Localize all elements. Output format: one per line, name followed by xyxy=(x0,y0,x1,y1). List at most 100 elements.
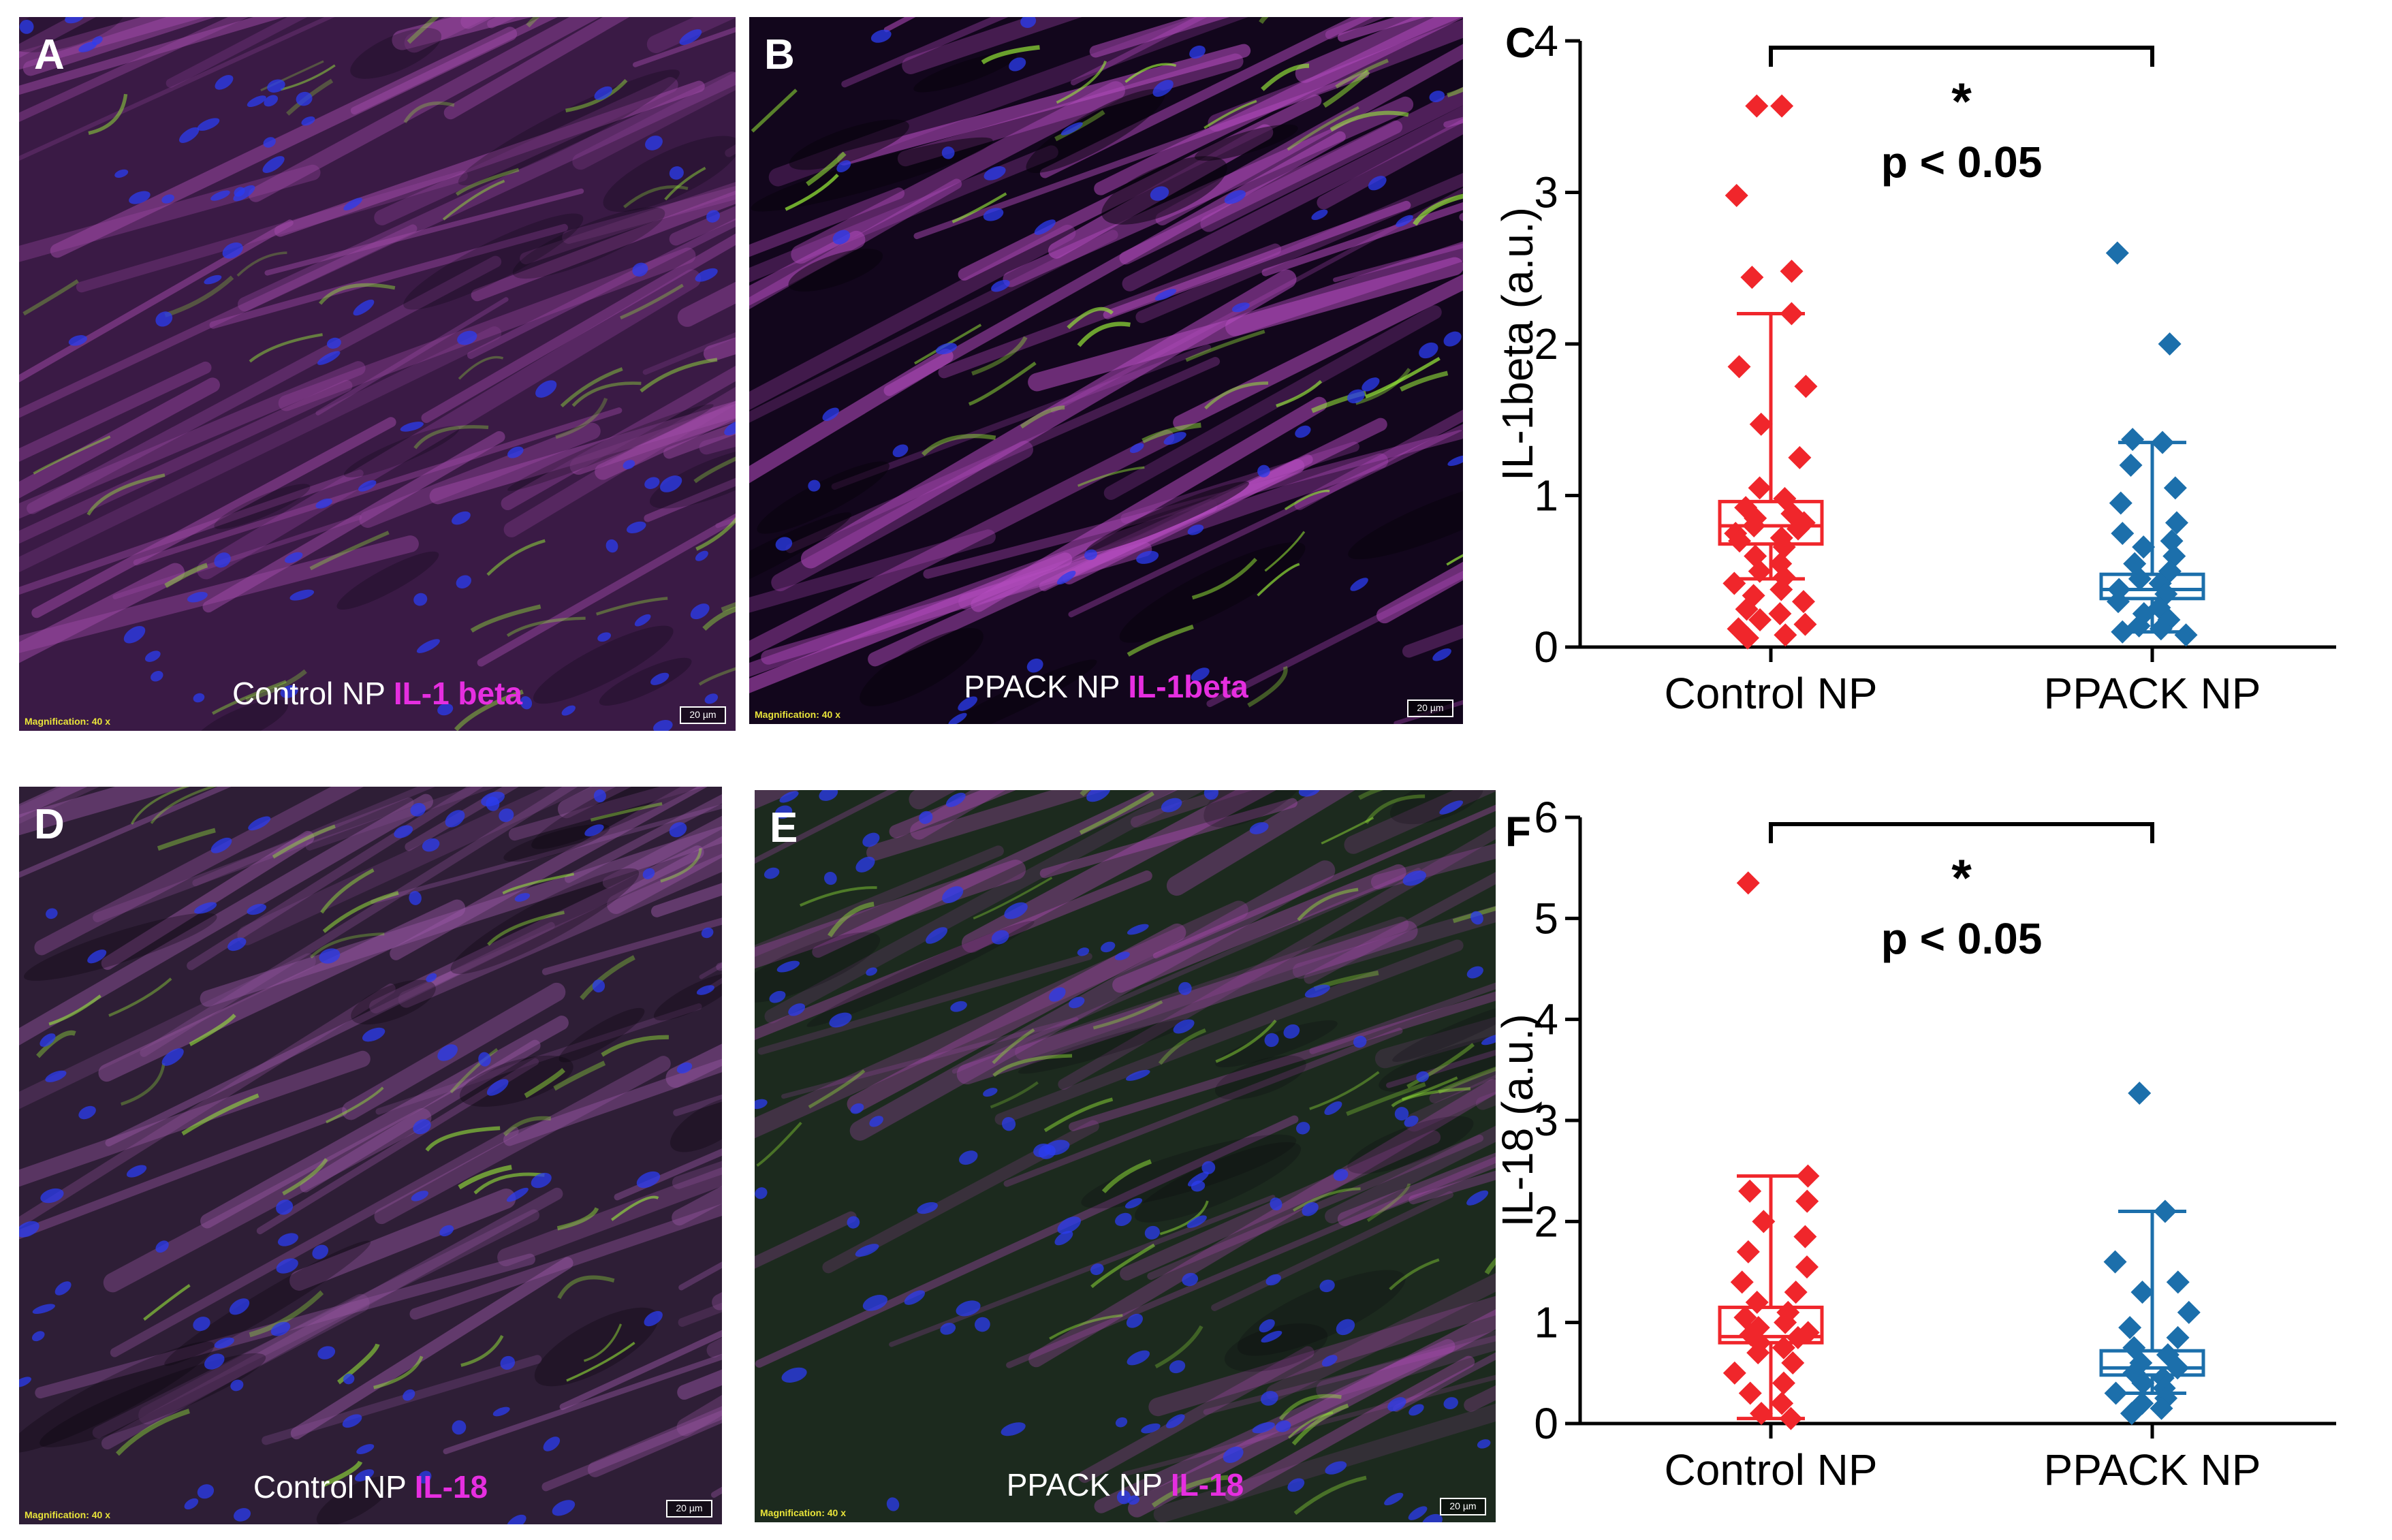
muscle-fiber xyxy=(200,826,722,1007)
green-stain xyxy=(981,45,1040,65)
nucleus xyxy=(1419,342,1438,359)
muscle-fiber xyxy=(278,247,696,411)
data-point xyxy=(1770,1392,1794,1415)
nucleus xyxy=(413,1119,431,1135)
muscle-fiber xyxy=(961,790,1276,953)
muscle-fiber xyxy=(1173,274,1463,430)
nucleus xyxy=(1404,1115,1419,1127)
nucleus xyxy=(775,537,793,551)
dark-gap xyxy=(749,512,852,608)
muscle-fiber xyxy=(1089,17,1230,58)
nucleus xyxy=(1261,1391,1278,1406)
green-stain xyxy=(971,336,1028,376)
green-stain xyxy=(1287,1411,1334,1439)
nucleus xyxy=(1336,1319,1355,1336)
green-stain xyxy=(48,994,101,1026)
muscle-fiber xyxy=(19,326,502,573)
nucleus xyxy=(584,824,604,836)
green-stain xyxy=(503,1116,552,1137)
dark-gap xyxy=(458,69,680,186)
dark-gap xyxy=(1348,477,1463,560)
nucleus xyxy=(1026,658,1043,673)
green-stain xyxy=(1124,63,1177,83)
muscle-fiber xyxy=(477,513,736,667)
muscle-fiber xyxy=(951,868,1421,1074)
dark-gap xyxy=(1224,1323,1328,1372)
green-stain xyxy=(320,868,375,914)
muscle-fiber xyxy=(755,900,1248,1139)
nucleus xyxy=(457,330,477,345)
dark-gap xyxy=(913,52,1017,93)
micrograph-image xyxy=(749,17,1463,724)
nucleus xyxy=(919,811,933,824)
nucleus xyxy=(247,95,266,108)
series-ppack xyxy=(2099,241,2205,647)
data-point xyxy=(2131,1371,2155,1395)
data-point xyxy=(1773,486,1797,510)
nucleus xyxy=(353,299,375,316)
nucleus xyxy=(561,705,576,716)
green-stain xyxy=(698,667,736,686)
muscle-fiber xyxy=(866,790,1107,861)
muscle-fiber xyxy=(305,787,498,851)
green-stain xyxy=(1259,17,1269,25)
nucleus xyxy=(926,927,948,944)
dark-gap xyxy=(923,659,1097,724)
dark-gap xyxy=(316,1476,392,1524)
nucleus xyxy=(437,1044,458,1061)
nucleus xyxy=(531,1172,552,1189)
muscle-fiber xyxy=(19,535,419,653)
nucleus xyxy=(342,1414,362,1428)
green-stain xyxy=(1079,791,1154,835)
dark-gap xyxy=(164,1240,371,1366)
data-point xyxy=(1788,445,1812,469)
dark-gap xyxy=(599,657,692,706)
green-stain xyxy=(1391,1087,1471,1107)
green-stain xyxy=(157,828,216,851)
muscle-fiber xyxy=(749,529,996,613)
nucleus xyxy=(507,1514,526,1524)
p-value-label: p < 0.05 xyxy=(1881,914,2043,963)
muscle-fiber xyxy=(1211,1191,1453,1311)
nucleus xyxy=(1408,1506,1428,1520)
data-point xyxy=(1774,1310,1797,1334)
green-stain xyxy=(640,358,718,393)
nucleus xyxy=(593,789,606,803)
data-point xyxy=(1738,1381,1762,1405)
muscle-fiber xyxy=(1015,916,1409,1060)
green-stain xyxy=(556,1207,599,1231)
nucleus xyxy=(1189,45,1206,59)
muscle-fiber xyxy=(19,379,353,544)
scale-bar: 20 µm xyxy=(1407,700,1453,717)
muscle-fiber xyxy=(19,563,185,663)
green-stain xyxy=(1355,368,1411,405)
nucleus xyxy=(706,210,720,223)
muscle-fiber xyxy=(19,377,220,499)
y-axis-label: IL-18 (a.u.) xyxy=(1498,1013,1542,1227)
muscle-fiber xyxy=(1069,991,1496,1131)
dark-gap xyxy=(860,628,983,706)
green-stain xyxy=(992,1054,1073,1078)
data-point xyxy=(1780,260,1804,283)
muscle-fiber xyxy=(755,870,1152,1041)
muscle-fiber xyxy=(812,790,1178,958)
micrograph-image xyxy=(755,790,1496,1522)
muscle-fiber xyxy=(564,794,722,883)
nucleus xyxy=(1319,1279,1335,1293)
nucleus xyxy=(197,1484,215,1499)
data-point xyxy=(2158,332,2182,356)
nucleus xyxy=(974,1317,990,1332)
nucleus xyxy=(1324,1101,1342,1115)
green-stain xyxy=(189,1013,236,1047)
data-point xyxy=(2109,491,2133,515)
p-value-label: p < 0.05 xyxy=(1881,138,2043,187)
muscle-fiber xyxy=(429,400,736,505)
green-stain xyxy=(1293,1475,1367,1515)
nucleus xyxy=(78,1105,96,1120)
muscle-fiber xyxy=(1429,1067,1496,1103)
nucleus xyxy=(197,118,220,131)
muscle-fiber xyxy=(1122,105,1463,292)
data-point xyxy=(2111,522,2135,546)
green-stain xyxy=(601,1035,669,1057)
nucleus xyxy=(155,1240,169,1253)
